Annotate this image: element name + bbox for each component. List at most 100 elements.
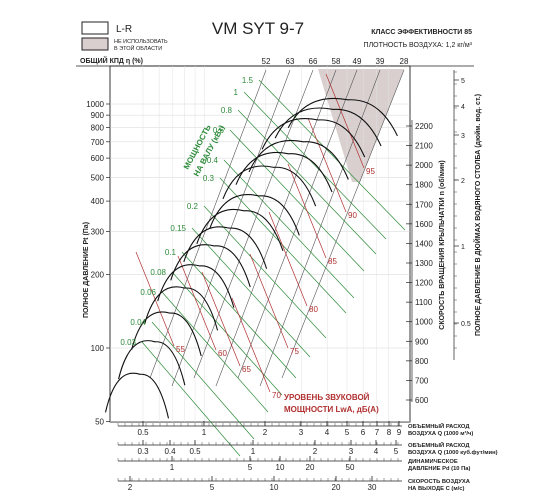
speed-axis-title: СКОРОСТЬ ВРАЩЕНИЯ КРЫЛЬЧАТКИ n (об/мин) <box>438 160 446 329</box>
left-tick-label: 900 <box>91 111 105 120</box>
efficiency-tick-66: 66 <box>309 57 318 66</box>
speed-curve-1000 <box>157 264 235 308</box>
power-labels: 1.510.8 0.6 0.4 0.3 0.2 0.15 0.1 0.08 0.06 0.04 0.… <box>120 76 253 347</box>
power-value-0.6: 0.6 <box>213 126 225 135</box>
efficiency-tick-58: 58 <box>332 57 341 66</box>
chart-title: VM SYT 9-7 <box>212 19 304 38</box>
speed-curve-2200 <box>287 97 398 137</box>
power-line-1 <box>243 91 387 240</box>
legend-unused-swatch <box>81 37 109 51</box>
left-tick-label: 800 <box>91 124 105 133</box>
bottom-scale-tick-50: 50 <box>346 463 355 472</box>
bottom-scale-tick-1: 1 <box>170 463 175 472</box>
power-value-0.1: 0.1 <box>165 248 177 257</box>
legend-lr-label: L-R <box>116 24 132 35</box>
left-axis: 1000 900 800 700 600 500 400 300 200 100 50 <box>86 100 110 426</box>
sound-line-85 <box>287 163 327 259</box>
legend-lr-swatch <box>81 21 109 35</box>
power-value-0.08: 0.08 <box>150 268 166 277</box>
power-line-0.6 <box>229 129 365 272</box>
inch-tick-5: 5 <box>461 78 465 85</box>
efficiency-line <box>259 69 381 387</box>
bottom-scale-tick-2: 2 <box>128 483 133 492</box>
sound-line-80 <box>268 211 308 307</box>
speed-tick-2100: 2100 <box>415 142 433 151</box>
speed-curve-1400 <box>209 194 300 236</box>
efficiency-tick-49: 49 <box>353 57 362 66</box>
bottom-scale-tick-5: 5 <box>345 428 350 437</box>
speed-tick-700: 700 <box>415 376 429 385</box>
bottom-scale-tick-20: 20 <box>332 483 341 492</box>
bottom-scale-tick-3: 3 <box>299 428 304 437</box>
speed-curve-1300 <box>196 209 284 251</box>
speed-tick-1000: 1000 <box>415 318 433 327</box>
bottom-scale-tick-5: 5 <box>394 447 399 456</box>
power-line-0.3 <box>219 177 347 314</box>
speed-tick-1200: 1200 <box>415 279 433 288</box>
speed-tick-900: 900 <box>415 337 429 346</box>
bottom-scale-tick-0.5: 0.5 <box>189 447 201 456</box>
efficiency-class-text: КЛАСС ЭФФЕКТИВНОСТИ 85 <box>371 29 472 36</box>
legend: L-R НЕ ИСПОЛЬЗОВАТЬ В ЭТОЙ ОБЛАСТИ <box>81 21 168 52</box>
left-tick-label: 700 <box>91 138 105 147</box>
legend-unused-label-1: НЕ ИСПОЛЬЗОВАТЬ <box>114 39 168 45</box>
sound-value-90: 90 <box>348 211 357 220</box>
bottom-scale-tick-2: 2 <box>313 447 318 456</box>
left-tick-label: 400 <box>91 197 105 206</box>
bottom-scale-tick-10: 10 <box>276 463 285 472</box>
bottom-scale-tick-3: 3 <box>349 447 354 456</box>
inch-tick-2: 2 <box>461 178 465 185</box>
power-line-0.2 <box>203 205 327 339</box>
bottom-scale-label-2: ВОЗДУХА Q (1000 куб.фут/мин) <box>408 449 498 456</box>
speed-curve-1600 <box>222 165 317 207</box>
power-line-1.5 <box>258 79 406 231</box>
speed-curve-600 <box>104 372 170 419</box>
bottom-scale-tick-20: 20 <box>306 463 315 472</box>
speed-tick-1100: 1100 <box>415 298 433 307</box>
speed-tick-2200: 2200 <box>415 122 433 131</box>
efficiency-tick-63: 63 <box>286 57 295 66</box>
speed-tick-1800: 1800 <box>415 181 433 190</box>
power-line-0.03 <box>141 341 241 457</box>
grid-lines <box>110 66 410 422</box>
power-line-0.4 <box>223 159 355 299</box>
bottom-scale-tick-8: 8 <box>387 428 392 437</box>
bottom-scale-tick-9: 9 <box>397 428 402 437</box>
bottom-scale-tick-7: 7 <box>375 428 380 437</box>
bottom-scale-tick-10: 10 <box>270 483 279 492</box>
speed-curve-800 <box>131 311 202 357</box>
bottom-scale-tick-0.4: 0.4 <box>164 447 176 456</box>
left-tick-label: 600 <box>91 154 105 163</box>
left-tick-label: 200 <box>91 271 105 280</box>
sound-value-65: 65 <box>242 365 251 374</box>
sound-line-70 <box>231 297 271 393</box>
speed-tick-600: 600 <box>415 396 429 405</box>
left-axis-title: ПОЛНОЕ ДАВЛЕНИЕ Pt (Па) <box>83 222 90 318</box>
efficiency-line <box>237 69 358 379</box>
plot-frame <box>109 65 411 423</box>
left-tick-label: 100 <box>91 344 105 353</box>
efficiency-line <box>193 69 314 379</box>
sound-value-60: 60 <box>218 349 227 358</box>
inch-tick-0.5: 0.5 <box>461 321 471 328</box>
speed-tick-2000: 2000 <box>415 161 433 170</box>
bottom-scale-tick-1: 1 <box>251 447 256 456</box>
sound-line-75 <box>249 253 289 349</box>
power-line-0.8 <box>237 109 377 255</box>
speed-tick-1700: 1700 <box>415 200 433 209</box>
sound-label-1: УРОВЕНЬ ЗВУКОВОЙ <box>284 393 370 402</box>
sound-labels: 95 90 85 80 75 70 65 60 55 <box>176 167 375 400</box>
unused-region <box>318 69 404 182</box>
inch-tick-4: 4 <box>461 104 465 111</box>
speed-curve-900 <box>144 286 219 331</box>
speed-curve-700 <box>118 340 186 386</box>
speed-tick-1300: 1300 <box>415 259 433 268</box>
bottom-scale-tick-6: 6 <box>361 428 366 437</box>
efficiency-tick-52: 52 <box>262 57 271 66</box>
speed-curve-2000 <box>261 118 366 158</box>
efficiency-line <box>149 69 267 379</box>
